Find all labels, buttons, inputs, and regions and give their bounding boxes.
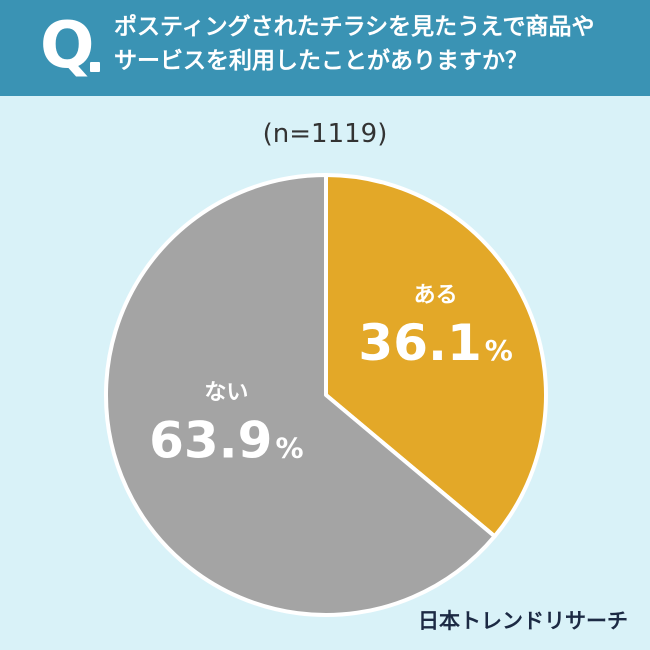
sample-size: (n=1119) <box>262 119 388 149</box>
question-text: ポスティングされたチラシを見たうえで商品や サービスを利用したことがありますか？ <box>114 10 634 78</box>
slice-category-label: ない <box>204 381 248 406</box>
question-line-2: サービスを利用したことがありますか？ <box>114 48 528 74</box>
pie-slice-no <box>104 173 497 617</box>
question-header: Q ポスティングされたチラシを見たうえで商品や サービスを利用したことがあります… <box>0 0 650 96</box>
pie-labels: ある 36.1 % ない 63.9% <box>149 283 513 470</box>
slice-value-label: 63.9% <box>149 412 303 470</box>
question-line-1: ポスティングされたチラシを見たうえで商品や <box>114 14 595 40</box>
pie-slice-yes <box>324 173 548 539</box>
question-q-mark: Q <box>40 9 95 83</box>
brand-logo: 日本トレンドリサーチ <box>418 609 628 633</box>
question-q-dot <box>90 62 100 72</box>
slice-value-label: 36.1% <box>358 314 512 372</box>
pie-slices <box>104 173 548 617</box>
slice-category-label: ある <box>414 283 458 308</box>
